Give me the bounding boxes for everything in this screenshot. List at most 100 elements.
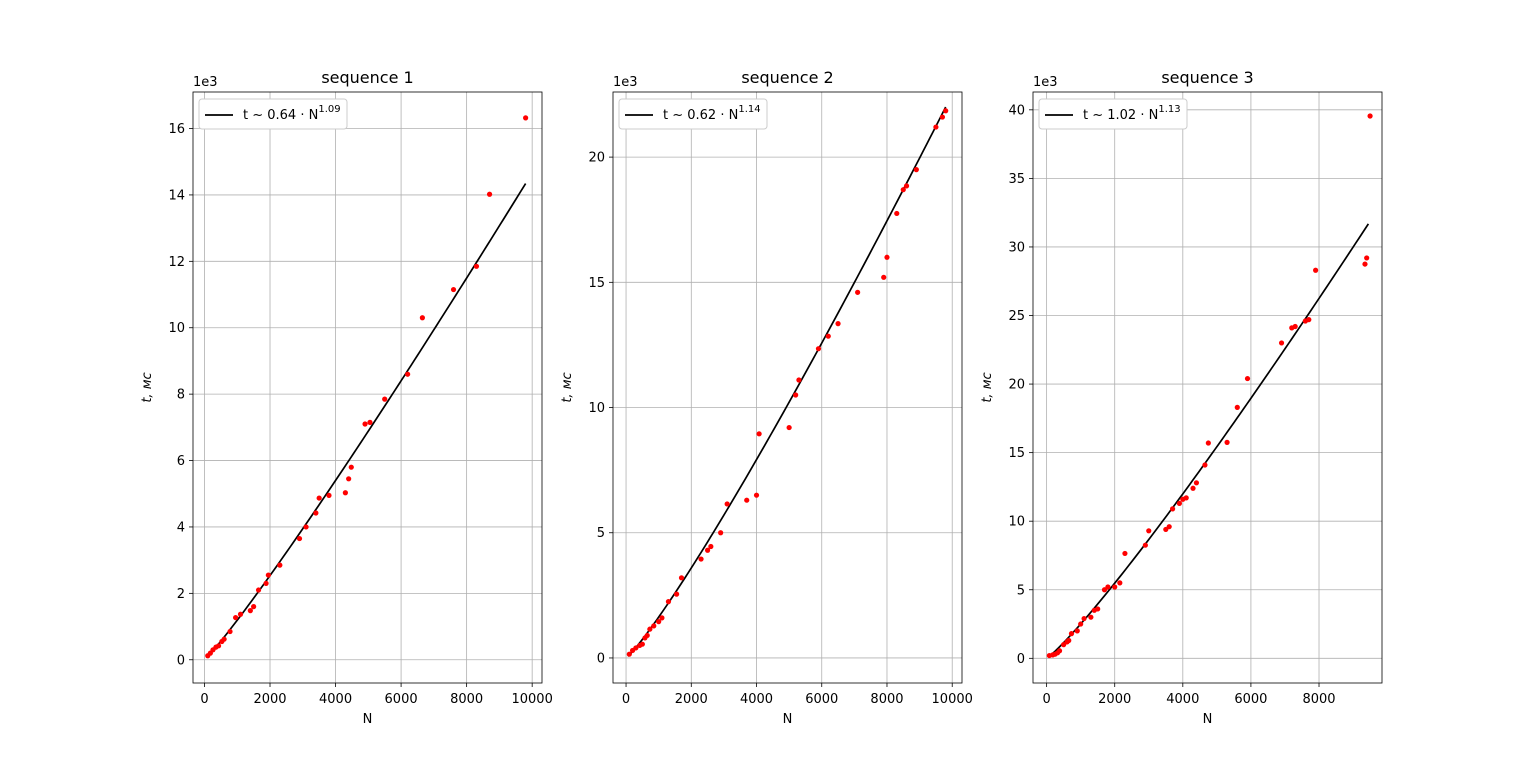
data-points [626, 108, 949, 657]
data-point [1170, 506, 1176, 512]
data-point [933, 124, 939, 130]
x-tick-label: 2000 [253, 692, 286, 707]
y-tick-label: 10 [168, 321, 185, 336]
y-tick-label: 12 [168, 255, 185, 270]
data-point [215, 643, 222, 649]
legend-label-base: t ~ 0.64 · N [243, 108, 318, 123]
data-point [1278, 340, 1285, 346]
data-point [313, 510, 319, 516]
data-point [1056, 648, 1063, 654]
data-point [1292, 323, 1298, 330]
grid [613, 92, 962, 683]
y-tick-label: 5 [1017, 583, 1025, 598]
data-point [1066, 637, 1072, 644]
data-point [1074, 628, 1080, 634]
data-points [205, 115, 529, 659]
data-point [698, 556, 704, 562]
data-point [1364, 255, 1370, 261]
data-point [450, 286, 457, 293]
data-point [665, 599, 672, 605]
data-point [303, 524, 309, 530]
data-point [835, 321, 841, 327]
x-tick-label: 4000 [1166, 692, 1199, 707]
data-point [342, 490, 348, 496]
x-tick-label: 0 [1042, 692, 1050, 707]
y-tick-label: 0 [177, 653, 185, 668]
data-point [1166, 524, 1172, 530]
data-point [251, 604, 257, 610]
x-tick-label: 6000 [805, 692, 838, 707]
x-tick-label: 8000 [1302, 692, 1335, 707]
data-point [255, 587, 262, 593]
offset-label: 1e3 [1033, 75, 1058, 90]
legend: t ~ 1.02 · N1.13 [1038, 98, 1188, 130]
legend-label: t ~ 0.62 · N1.14 [663, 104, 761, 123]
data-point [316, 495, 322, 501]
data-point [523, 115, 529, 121]
data-point [1088, 614, 1094, 620]
data-point [1078, 621, 1084, 627]
x-tick-label: 0 [622, 692, 630, 707]
data-point [1202, 462, 1208, 468]
data-point [894, 210, 900, 217]
legend-label-base: t ~ 0.62 · N [663, 108, 738, 123]
data-point [1193, 480, 1200, 486]
data-point [473, 263, 480, 269]
y-tick-label: 20 [1008, 378, 1025, 393]
data-point [855, 289, 861, 295]
axes-frame [612, 91, 963, 684]
data-point [233, 614, 239, 621]
legend-frame [198, 98, 348, 130]
legend: t ~ 0.62 · N1.14 [618, 98, 768, 130]
data-point [405, 371, 411, 377]
y-tick-label: 8 [177, 388, 185, 403]
y-tick-label: 2 [177, 587, 185, 602]
data-point [815, 346, 822, 352]
data-point [796, 377, 802, 383]
y-tick-label: 0 [597, 651, 605, 666]
data-point [362, 421, 368, 427]
legend-label-exponent: 1.13 [1158, 104, 1180, 115]
data-point [221, 636, 227, 642]
legend-label: t ~ 0.64 · N1.09 [243, 104, 341, 123]
data-point [793, 392, 799, 398]
data-point [1176, 500, 1183, 506]
y-tick-label: 10 [588, 401, 605, 416]
legend-frame [618, 98, 768, 130]
data-point [1183, 495, 1189, 501]
data-point [263, 580, 269, 586]
data-point [1362, 261, 1368, 267]
grid [193, 92, 542, 683]
x-axis-label: N [1203, 712, 1213, 727]
y-tick-label: 20 [588, 151, 605, 166]
y-tick-label: 10 [1008, 515, 1025, 530]
data-point [1112, 584, 1118, 590]
data-point [1122, 550, 1128, 557]
data-point [382, 396, 388, 402]
x-tick-label: 2000 [675, 692, 708, 707]
data-point [1306, 317, 1312, 323]
y-tick-label: 30 [1008, 240, 1025, 255]
data-point [419, 315, 425, 321]
data-point [939, 114, 946, 120]
data-points [1046, 113, 1373, 659]
data-point [1081, 615, 1087, 622]
data-point [903, 183, 910, 189]
legend-label: t ~ 1.02 · N1.13 [1083, 104, 1181, 123]
data-point [1105, 584, 1111, 590]
data-point [1068, 631, 1075, 637]
subplot-1: 0 2000 4000 6000 8000 10000 0 2 4 6 8 10 12 14 16 1e3 se… [140, 68, 553, 727]
x-tick-label: 8000 [450, 692, 483, 707]
x-tick-label: 8000 [870, 692, 903, 707]
fit-curve [1048, 223, 1370, 658]
x-tick-label: 10000 [932, 692, 973, 707]
data-point [227, 628, 233, 635]
data-point [367, 419, 373, 425]
data-point [1367, 113, 1373, 119]
y-tick-label: 16 [168, 122, 185, 137]
data-point [346, 476, 352, 482]
data-point [1117, 580, 1123, 586]
y-tick-label: 0 [1017, 652, 1025, 667]
chart-title: sequence 2 [741, 68, 833, 87]
data-point [1205, 440, 1211, 446]
